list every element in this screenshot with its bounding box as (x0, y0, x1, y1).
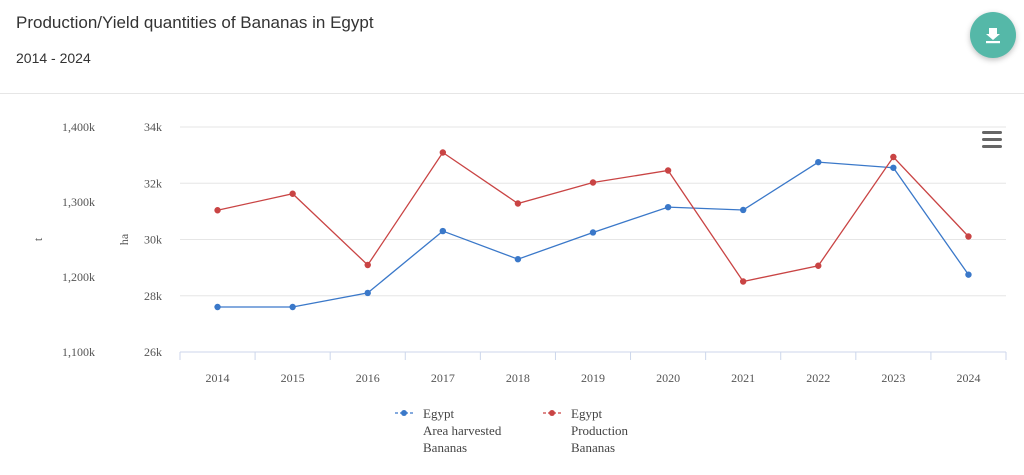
axis-layer: 26k 28k 30k 32k 34k 1,100k 1,200k 1,300k 1,400k t… (31, 120, 1007, 385)
data-point (589, 179, 597, 186)
legend[interactable]: Egypt Area harvested Bananas Egypt Productio… (395, 406, 629, 455)
data-point (514, 255, 522, 263)
right-axis-title: ha (117, 233, 131, 245)
left-axis-tick-label: 1,400k (62, 120, 95, 134)
legend-label: Production (571, 423, 629, 438)
data-point (965, 271, 972, 278)
legend-label: Egypt (423, 406, 454, 421)
series-line (217, 151, 969, 283)
x-axis-tick-label: 2016 (356, 371, 380, 385)
x-axis-tick-label: 2021 (731, 371, 755, 385)
left-axis-tick-label: 1,100k (62, 345, 95, 359)
left-axis-title: t (31, 237, 45, 241)
data-point (514, 200, 522, 207)
x-axis-tick-label: 2019 (581, 371, 605, 385)
data-point (214, 207, 221, 214)
data-point (664, 167, 672, 174)
x-axis-tick-label: 2024 (956, 371, 980, 385)
right-axis-tick-label: 32k (144, 176, 162, 190)
right-axis-tick-label: 34k (144, 120, 162, 134)
legend-label: Bananas (423, 440, 467, 455)
right-axis-tick-label: 28k (144, 289, 162, 303)
grid-layer (180, 126, 1006, 353)
data-point (890, 153, 897, 161)
hamburger-menu-icon[interactable] (982, 131, 1002, 148)
data-point (739, 278, 747, 285)
series-layer (214, 149, 972, 311)
data-point (664, 203, 672, 211)
chart-title: Production/Yield quantities of Bananas i… (16, 13, 374, 32)
x-axis-tick-label: 2015 (281, 371, 305, 385)
download-button[interactable] (970, 12, 1016, 58)
chart-header: Production/Yield quantities of Bananas i… (0, 0, 1024, 94)
x-axis-tick-label: 2014 (206, 371, 230, 385)
data-point (364, 261, 371, 269)
chart-subtitle: 2014 - 2024 (16, 50, 91, 66)
legend-label: Bananas (571, 440, 615, 455)
x-axis-tick-label: 2022 (806, 371, 830, 385)
data-point (364, 289, 371, 297)
data-point (815, 262, 822, 269)
data-point (439, 149, 447, 156)
download-icon (986, 28, 1000, 44)
data-point (739, 206, 747, 214)
x-axis-tick-label: 2018 (506, 371, 530, 385)
right-axis-tick-label: 30k (144, 233, 162, 247)
data-point (965, 233, 972, 240)
legend-item[interactable]: Egypt Area harvested Bananas (395, 406, 502, 455)
legend-swatch-marker (401, 410, 407, 416)
x-axis-tick-label: 2020 (656, 371, 680, 385)
data-point (589, 229, 597, 236)
legend-label: Area harvested (423, 423, 502, 438)
x-axis-tick-label: 2017 (431, 371, 455, 385)
x-axis-tick-label: 2023 (881, 371, 905, 385)
legend-swatch-marker (549, 410, 555, 416)
data-point (815, 158, 822, 166)
data-point (214, 303, 221, 311)
left-axis-tick-label: 1,200k (62, 270, 95, 284)
legend-label: Egypt (571, 406, 602, 421)
data-point (289, 190, 296, 197)
data-point (439, 227, 447, 235)
right-axis-tick-label: 26k (144, 345, 162, 359)
data-point (289, 303, 296, 311)
left-axis-tick-label: 1,300k (62, 195, 95, 209)
data-point (890, 164, 897, 171)
legend-item[interactable]: Egypt Production Bananas (543, 406, 629, 455)
